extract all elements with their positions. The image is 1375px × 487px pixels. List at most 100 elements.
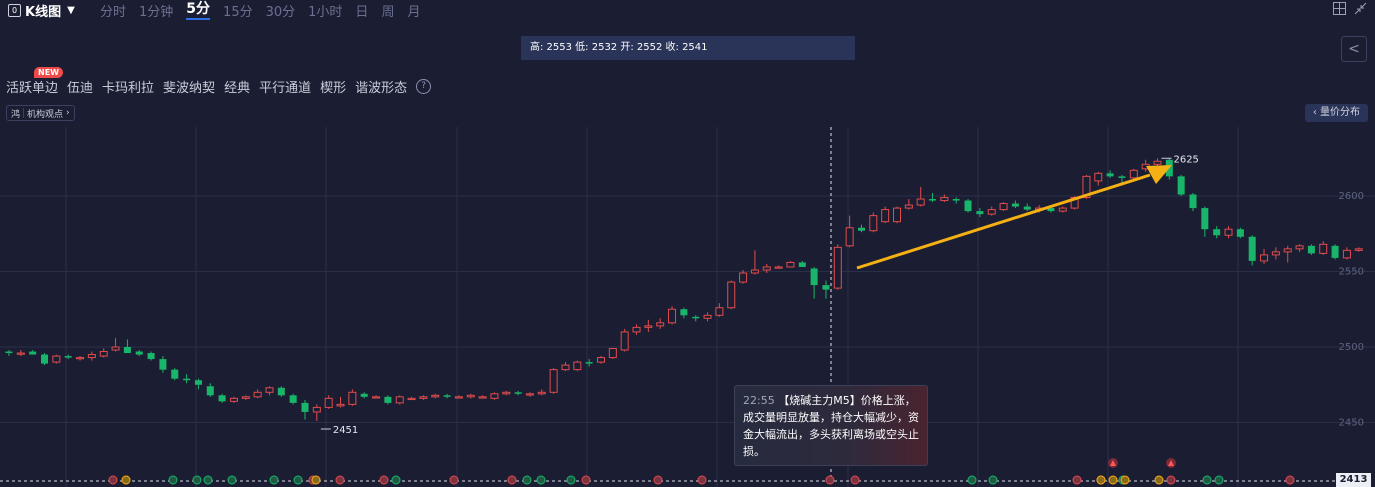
event-marker-down bbox=[391, 475, 401, 485]
pattern-tool[interactable]: 卡玛利拉 bbox=[102, 81, 155, 96]
price-axis-label: 2450 bbox=[1339, 418, 1364, 429]
caret-down-icon: ▼ bbox=[67, 4, 75, 16]
candle-body bbox=[762, 266, 771, 271]
candle-body bbox=[810, 268, 818, 286]
volume-profile-button[interactable]: ‹ 量价分布 bbox=[1304, 104, 1368, 122]
candle-body bbox=[940, 197, 949, 202]
event-marker-down bbox=[227, 475, 237, 485]
collapse-panel-button[interactable]: < bbox=[1341, 36, 1367, 62]
candle-body bbox=[1129, 169, 1138, 179]
period-tab[interactable]: 月 bbox=[407, 4, 421, 20]
candle-body bbox=[52, 355, 61, 363]
event-marker-yellow bbox=[1108, 475, 1118, 485]
pattern-tool[interactable]: 经典 bbox=[224, 81, 251, 96]
candle-body bbox=[668, 308, 677, 324]
period-tab[interactable]: 分时 bbox=[100, 4, 127, 20]
event-marker-up bbox=[1166, 475, 1176, 485]
candle-body bbox=[999, 203, 1008, 211]
candle-body bbox=[312, 406, 321, 413]
candle-body bbox=[549, 369, 558, 393]
candle-body bbox=[123, 347, 131, 354]
help-icon[interactable]: ? bbox=[416, 79, 432, 94]
event-marker-up bbox=[507, 475, 517, 485]
event-marker-yellow bbox=[1120, 475, 1130, 485]
candle-body bbox=[336, 403, 345, 407]
pattern-tool[interactable]: 活跃单边 bbox=[6, 81, 59, 96]
candle-body bbox=[76, 357, 85, 360]
event-marker-yellow bbox=[1096, 475, 1106, 485]
candle-body bbox=[1023, 206, 1031, 210]
period-tab[interactable]: 15分 bbox=[223, 4, 253, 20]
event-marker-up bbox=[108, 475, 118, 485]
candle-body bbox=[929, 199, 937, 201]
chevron-left-icon: < bbox=[1348, 41, 1360, 57]
period-tab[interactable]: 30分 bbox=[265, 4, 296, 20]
candle-body bbox=[218, 395, 226, 402]
candle-body bbox=[1271, 251, 1280, 256]
chart-type-dropdown[interactable]: 0 K线图 ▼ bbox=[8, 0, 75, 20]
candle-body bbox=[786, 261, 795, 268]
candle-body bbox=[324, 397, 333, 408]
candle-body bbox=[135, 351, 143, 355]
candle-body bbox=[750, 269, 759, 274]
pattern-tool[interactable]: 谐波形态 bbox=[355, 81, 408, 96]
candle-body bbox=[360, 393, 368, 397]
institution-icon: 鸿 bbox=[11, 109, 21, 120]
pattern-tool[interactable]: 平行通道 bbox=[259, 81, 312, 96]
candle-body bbox=[525, 393, 534, 396]
tooltip-body: 成交量明显放量，持仓大幅减少，资金大幅流出，多头获利离场或空头止损。 bbox=[743, 411, 919, 458]
trend-arrow-shaft bbox=[856, 173, 1151, 270]
event-marker-down bbox=[293, 475, 303, 485]
tooltip-title: 【烧碱主力M5】价格上涨， bbox=[778, 394, 916, 407]
candle-body bbox=[822, 285, 830, 290]
event-marker-yellow bbox=[1154, 475, 1164, 485]
candle-body bbox=[289, 395, 297, 403]
current-price-tag: 2413 bbox=[1336, 473, 1371, 487]
period-tab[interactable]: 5分 bbox=[186, 0, 211, 20]
event-marker-up bbox=[653, 475, 663, 485]
candle-body bbox=[443, 395, 451, 397]
period-tab[interactable]: 周 bbox=[381, 4, 395, 20]
candle-body bbox=[976, 211, 984, 215]
candle-body bbox=[1177, 176, 1185, 195]
pattern-tool[interactable]: 楔形 bbox=[320, 81, 347, 96]
candle-body bbox=[1201, 208, 1209, 230]
candle-body bbox=[194, 380, 202, 385]
candle-body bbox=[1260, 254, 1269, 262]
shrink-icon[interactable] bbox=[1354, 2, 1367, 15]
candle-body bbox=[241, 396, 250, 399]
candle-body bbox=[916, 198, 925, 206]
period-tab[interactable]: 1分钟 bbox=[139, 4, 174, 20]
candle-body bbox=[419, 396, 428, 399]
candle-body bbox=[608, 348, 617, 359]
pattern-tool[interactable]: 伍迪 bbox=[67, 81, 94, 96]
candle-body bbox=[573, 361, 582, 371]
candle-body bbox=[644, 325, 653, 328]
event-tooltip: 22:55 【烧碱主力M5】价格上涨， 成交量明显放量，持仓大幅减少，资金大幅流… bbox=[734, 385, 928, 466]
candle-body bbox=[64, 356, 72, 358]
candle-body bbox=[1331, 245, 1339, 258]
pattern-tool[interactable]: 斐波纳契 bbox=[163, 81, 216, 96]
candle-body bbox=[454, 396, 463, 399]
candle-body bbox=[893, 207, 901, 223]
candle-body bbox=[1118, 176, 1126, 178]
candle-body bbox=[987, 209, 996, 215]
period-tab[interactable]: 1小时 bbox=[308, 4, 343, 20]
institution-view-button[interactable]: 鸿 机构观点 › bbox=[6, 105, 75, 121]
candle-body bbox=[502, 391, 511, 395]
event-marker-down bbox=[168, 475, 178, 485]
event-marker-yellow bbox=[311, 475, 321, 485]
divider bbox=[23, 108, 25, 118]
high-price-label: 2625 bbox=[1173, 154, 1198, 165]
price-axis-label: 2500 bbox=[1339, 342, 1364, 353]
chart-grid bbox=[0, 127, 1375, 487]
event-flag-icon bbox=[1168, 460, 1174, 466]
grid-layout-icon[interactable] bbox=[1333, 2, 1346, 15]
candle-body bbox=[774, 266, 783, 269]
period-tab[interactable]: 日 bbox=[355, 4, 369, 20]
ohlc-info-bar: 高: 2553 低: 2532 开: 2552 收: 2541 bbox=[521, 36, 855, 60]
candle-body bbox=[1307, 245, 1315, 254]
candle-body bbox=[29, 351, 37, 355]
candle-body bbox=[537, 391, 546, 395]
